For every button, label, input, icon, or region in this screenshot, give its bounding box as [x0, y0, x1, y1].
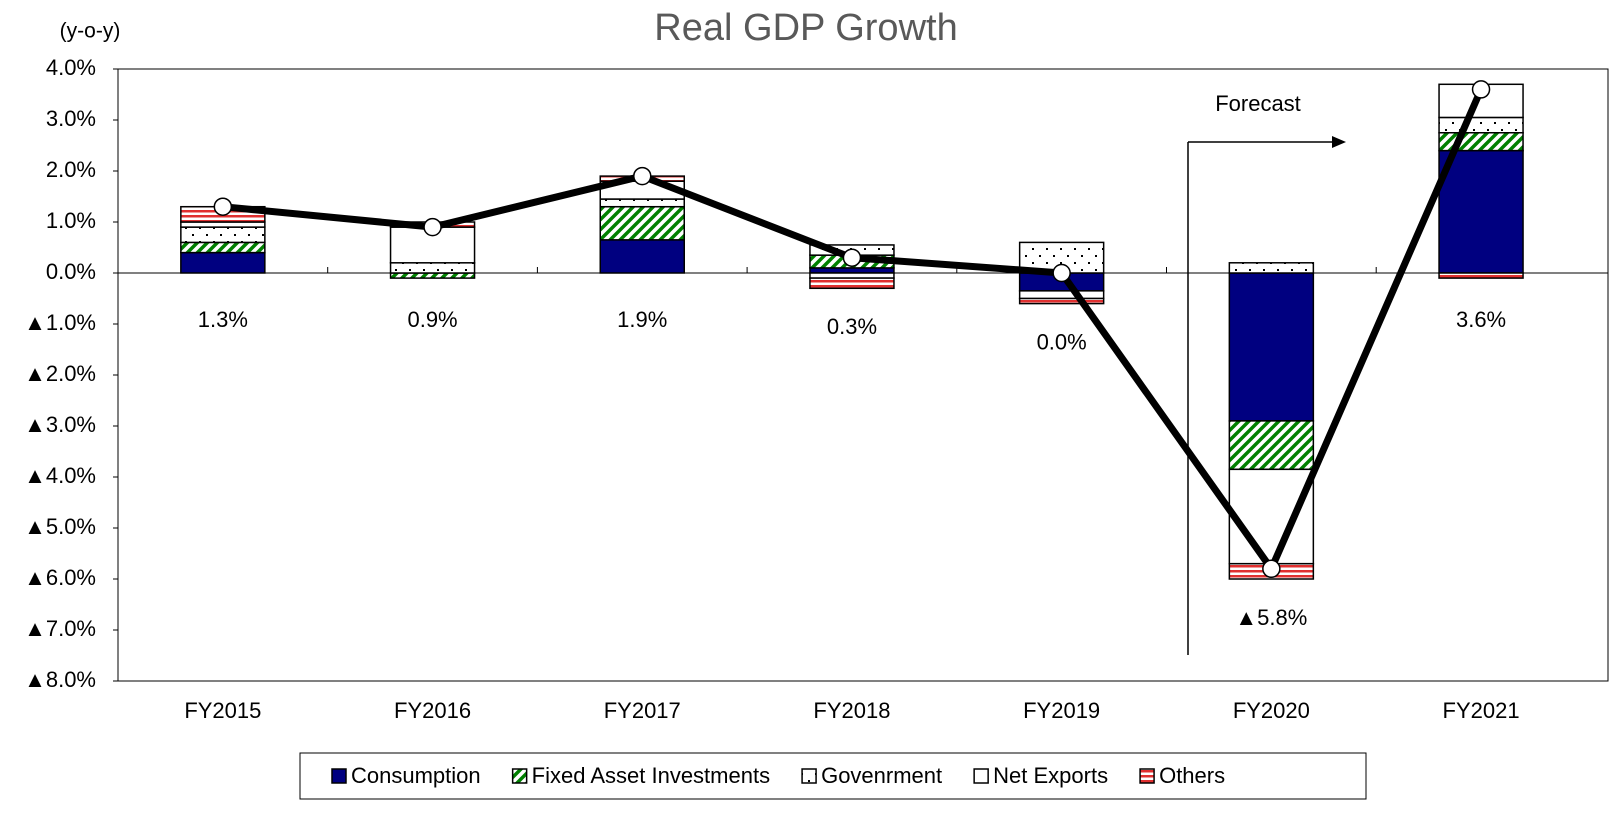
- total-marker: [1471, 80, 1491, 99]
- legend-box: [299, 752, 1367, 800]
- bar-segment: [599, 198, 685, 208]
- value-label: 0.0%: [1037, 329, 1087, 354]
- bar-segment: [1438, 116, 1524, 134]
- y-tick-label: 3.0%: [46, 106, 96, 131]
- bar-segment: [180, 241, 266, 254]
- bar-segment: [809, 272, 895, 279]
- x-tick-label: FY2021: [1443, 698, 1520, 723]
- total-marker: [1052, 263, 1071, 283]
- y-tick-label: ▲8.0%: [24, 667, 96, 692]
- value-label: 0.3%: [827, 314, 877, 339]
- y-axis-label: (y-o-y): [60, 20, 121, 43]
- bar-segment: [180, 226, 266, 244]
- bar-segment: [1018, 297, 1105, 305]
- bar-segment: [1438, 272, 1524, 279]
- legend-swatch: [511, 768, 528, 784]
- legend-swatch: [801, 768, 817, 784]
- x-tick-label: FY2020: [1233, 698, 1310, 723]
- total-marker: [633, 166, 652, 186]
- legend-label: Others: [1159, 763, 1225, 788]
- bar-segment: [1228, 262, 1315, 274]
- forecast-marker: Forecast: [1187, 91, 1346, 655]
- y-tick-label: ▲2.0%: [24, 361, 96, 386]
- legend-swatch: [1139, 768, 1155, 784]
- legend-swatch: [973, 768, 989, 784]
- y-tick-label: ▲5.0%: [24, 514, 96, 539]
- bar-segment: [1228, 420, 1315, 471]
- y-tick-label: 1.0%: [46, 208, 96, 233]
- bar-segment: [180, 221, 266, 228]
- x-tick-label: FY2018: [813, 698, 890, 723]
- legend: Consumption Fixed Asset Investments Govenr…: [299, 752, 1367, 800]
- y-tick-label: ▲4.0%: [24, 463, 96, 488]
- bar-segment: [180, 251, 266, 274]
- bar-segment: [1018, 290, 1105, 300]
- value-label: ▲5.8%: [1235, 605, 1307, 630]
- legend-label: Consumption: [351, 763, 481, 788]
- forecast-arrowhead: [1332, 136, 1346, 148]
- value-label: 1.9%: [617, 307, 667, 332]
- y-tick-label: ▲3.0%: [24, 412, 96, 437]
- value-label: 1.3%: [198, 307, 248, 332]
- value-label: 3.6%: [1456, 307, 1506, 332]
- y-tick-label: 0.0%: [46, 259, 96, 284]
- x-tick-label: FY2015: [184, 698, 261, 723]
- bar-segment: [1228, 272, 1315, 422]
- legend-label: Fixed Asset Investments: [532, 763, 770, 788]
- y-tick-label: ▲6.0%: [24, 565, 96, 590]
- total-marker: [842, 248, 862, 267]
- legend-label: Net Exports: [993, 763, 1108, 788]
- bar-segment: [809, 277, 895, 290]
- bar-segment: [389, 272, 476, 279]
- legend-label: Govenrment: [821, 763, 942, 788]
- value-label: 0.9%: [407, 307, 457, 332]
- total-marker: [213, 197, 233, 216]
- bar-segment: [389, 262, 476, 274]
- legend-swatch: [331, 768, 347, 784]
- x-tick-label: FY2017: [604, 698, 681, 723]
- chart-title: Real GDP Growth: [654, 7, 957, 49]
- y-tick-label: 2.0%: [46, 157, 96, 182]
- x-tick-label: FY2019: [1023, 698, 1100, 723]
- total-marker: [1262, 559, 1281, 579]
- y-tick-label: ▲7.0%: [24, 616, 96, 641]
- bar-segment: [1228, 468, 1315, 565]
- forecast-label: Forecast: [1215, 91, 1301, 116]
- y-tick-label: 4.0%: [46, 55, 96, 80]
- bar-segment: [1438, 149, 1524, 274]
- bar-segment: [599, 239, 685, 274]
- y-tick-label: ▲1.0%: [24, 310, 96, 335]
- plot-frame: [117, 68, 1609, 682]
- x-tick-label: FY2016: [394, 698, 471, 723]
- total-marker: [423, 217, 442, 237]
- bar-segment: [599, 205, 685, 241]
- bar-segment: [809, 267, 895, 274]
